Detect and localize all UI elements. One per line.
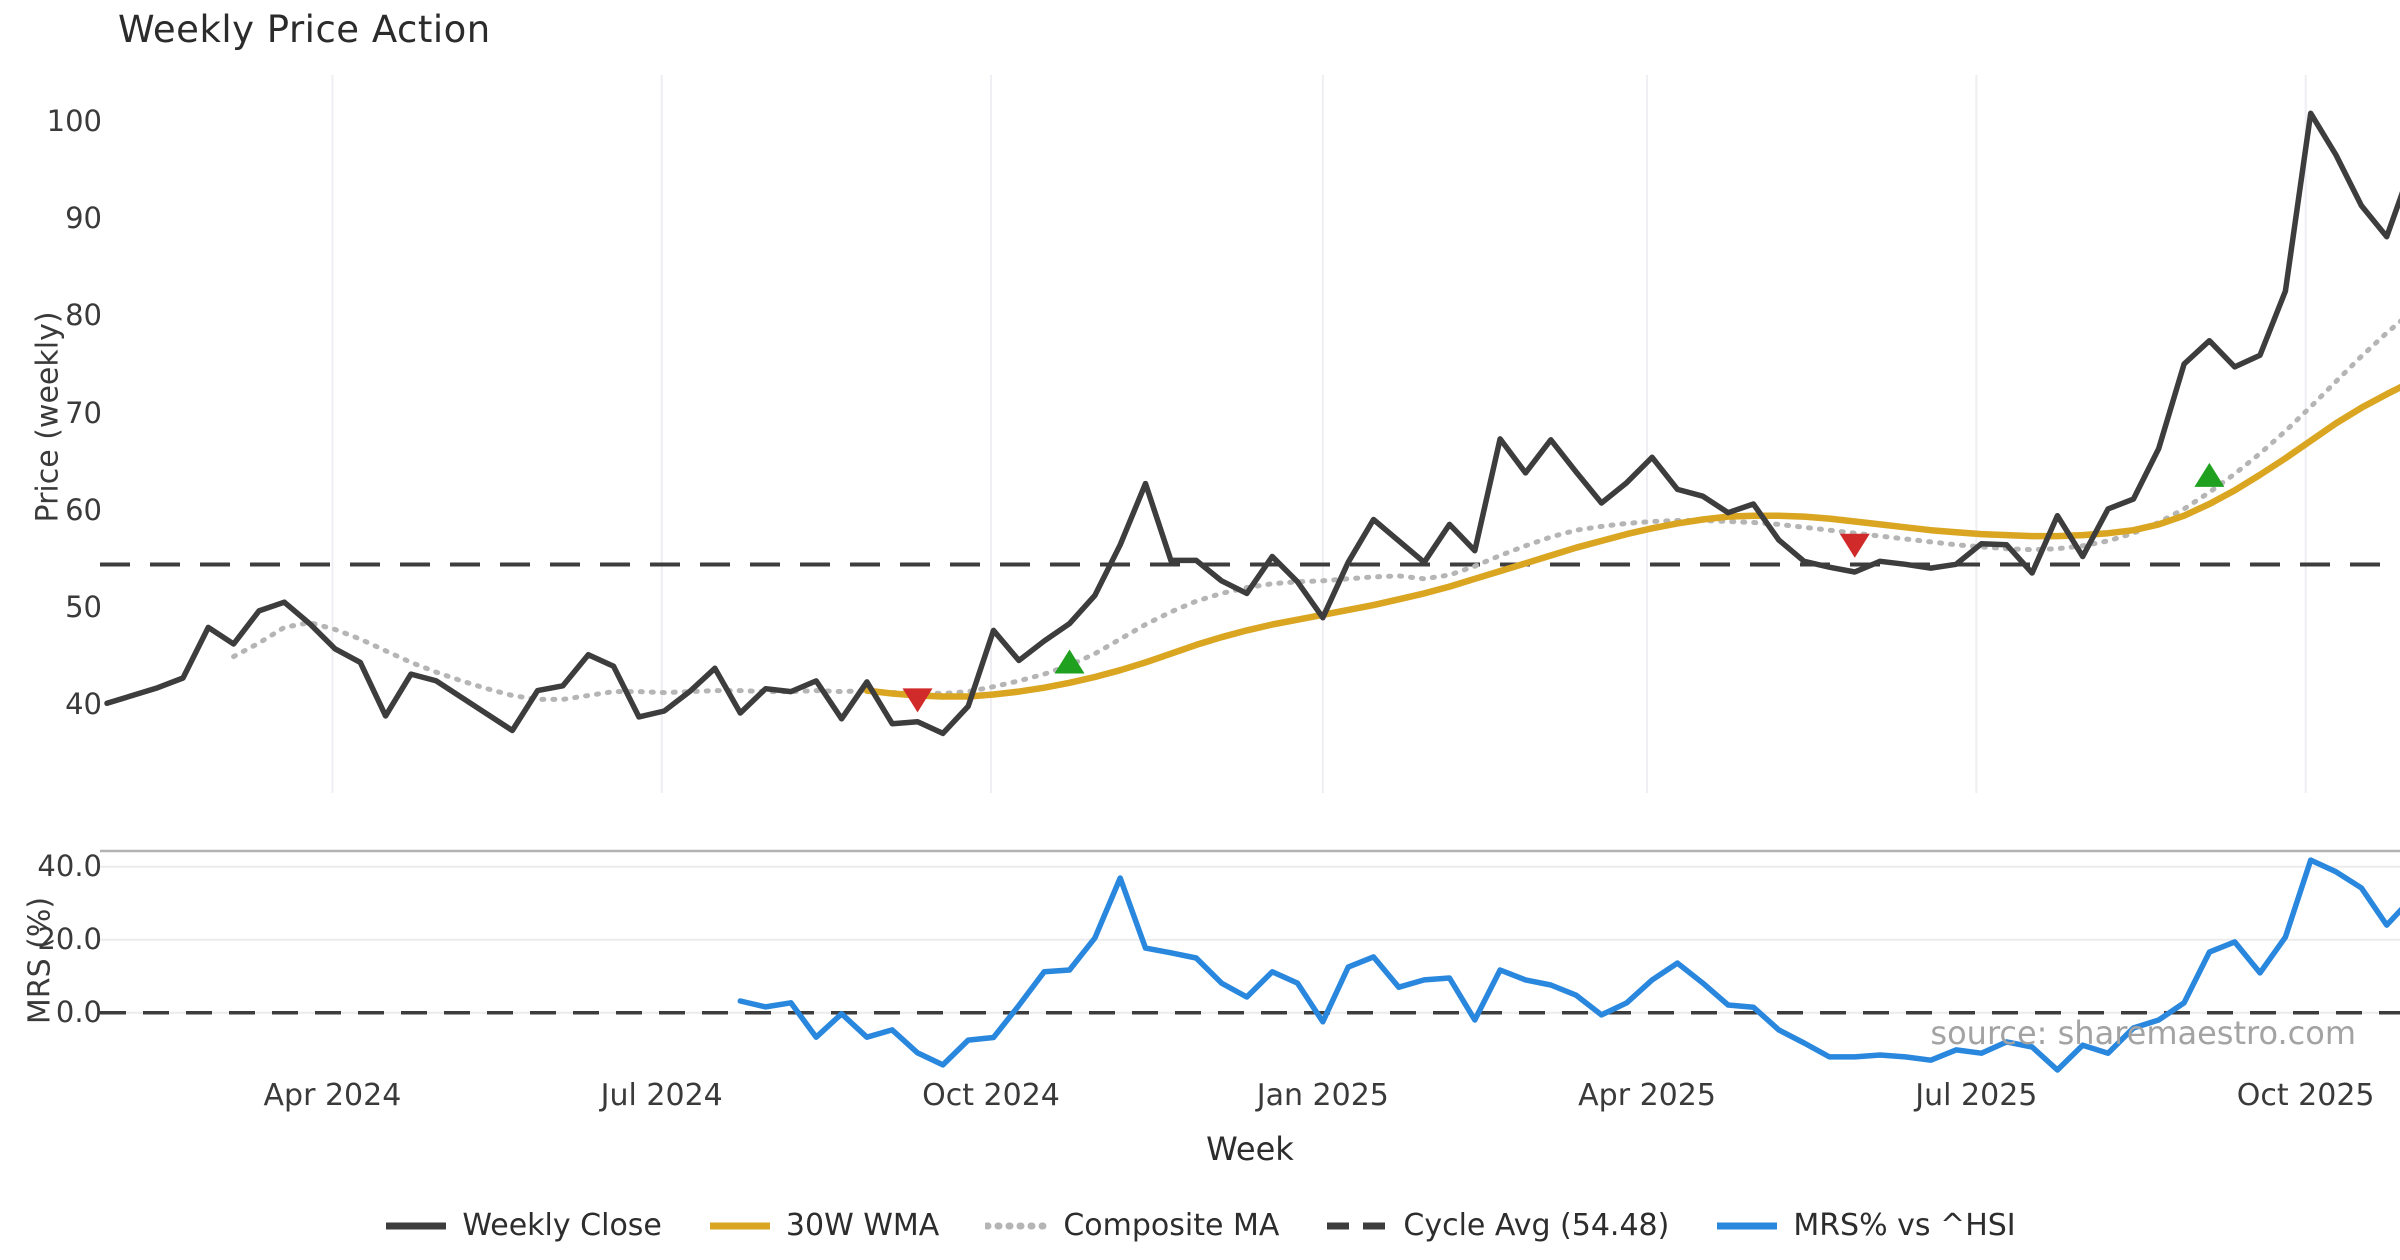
mrs-ytick-label: 0.0 (55, 994, 102, 1029)
legend-item-label: MRS% vs ^HSI (1793, 1208, 2016, 1243)
price-ytick-label: 50 (65, 590, 102, 624)
legend-swatch-icon (1717, 1222, 1778, 1229)
price-ytick-label: 80 (65, 298, 102, 333)
legend: Weekly Close 30W WMA Composite MA Cycle Avg… (0, 1208, 2400, 1243)
price-ytick-label: 100 (46, 104, 102, 138)
composite-ma-line (231, 318, 2400, 702)
legend-swatch-icon (386, 1222, 447, 1229)
mrs-line (737, 857, 2400, 1073)
x-tick-label: Jul 2025 (1915, 1078, 2038, 1113)
legend-item: MRS% vs ^HSI (1715, 1208, 2016, 1243)
buy-marker-icon (1054, 649, 1085, 674)
x-tick-label: Oct 2025 (2236, 1078, 2375, 1113)
legend-item-label: Cycle Avg (54.48) (1403, 1208, 1670, 1243)
legend-item-label: Weekly Close (462, 1208, 662, 1243)
x-axis-title: Week (1206, 1130, 1294, 1168)
legend-swatch-icon (985, 1222, 1050, 1229)
price-ytick-label: 90 (65, 201, 102, 236)
x-tick-label: Jan 2025 (1256, 1078, 1389, 1113)
x-tick-label: Oct 2024 (922, 1078, 1060, 1113)
source-watermark: source: sharemaestro.com (1930, 1014, 2356, 1052)
mrs-ytick-label: 40.0 (37, 848, 102, 883)
wma-30w-line (863, 383, 2400, 700)
legend-item: 30W WMA (708, 1208, 939, 1243)
legend-item: Composite MA (985, 1208, 1279, 1243)
legend-swatch-icon (709, 1222, 770, 1229)
legend-item: Weekly Close (384, 1208, 662, 1243)
weekly-close-line (104, 110, 2400, 737)
sell-marker-icon (902, 688, 933, 713)
buy-marker-icon (2194, 462, 2225, 487)
mrs-ytick-label: 20.0 (37, 921, 102, 956)
legend-item-label: Composite MA (1063, 1208, 1280, 1243)
sell-marker-icon (1839, 533, 1870, 558)
x-tick-label: Jul 2024 (600, 1078, 723, 1113)
price-ytick-label: 70 (65, 395, 102, 430)
price-ytick-label: 40 (65, 687, 102, 722)
price-ytick-label: 60 (65, 492, 102, 527)
chart-title: Weekly Price Action (118, 8, 491, 51)
x-tick-label: Apr 2024 (263, 1078, 402, 1113)
x-tick-label: Apr 2025 (1578, 1078, 1716, 1113)
legend-item-label: 30W WMA (785, 1208, 940, 1243)
legend-swatch-icon (1327, 1222, 1388, 1229)
legend-item: Cycle Avg (54.48) (1325, 1208, 1669, 1243)
